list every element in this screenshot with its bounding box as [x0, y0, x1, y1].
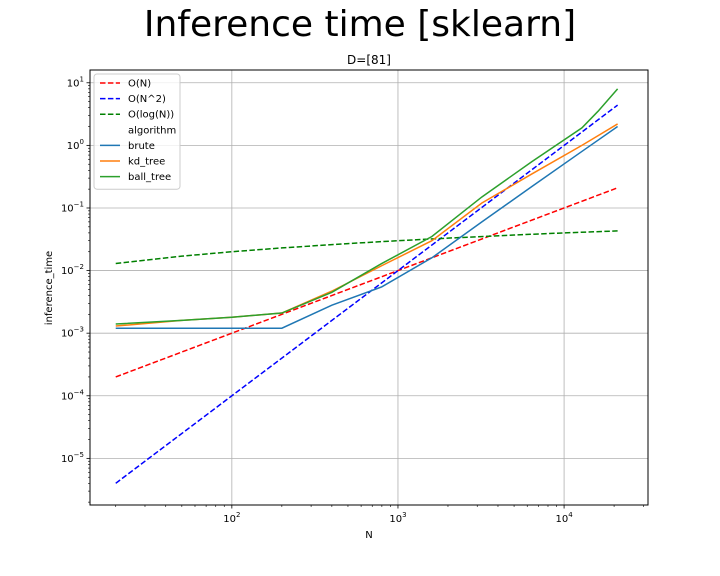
series-line-o-log-n — [115, 230, 618, 265]
y-tick-label: 10−5 — [61, 451, 84, 465]
legend-label: brute — [128, 141, 155, 152]
y-tick-label: 10−4 — [61, 388, 85, 402]
x-axis-label: N — [365, 530, 372, 541]
series-line-ball-tree — [115, 88, 619, 325]
legend-title: algorithm — [128, 125, 176, 136]
y-axis-label: inference_time — [44, 251, 55, 325]
grid-lines — [90, 70, 648, 505]
legend: O(N) O(N^2) O(log(N)) algorithm brute kd_tree… — [93, 73, 181, 190]
y-tick-label: 101 — [67, 75, 84, 89]
legend-label: kd_tree — [128, 157, 165, 168]
legend-label: O(N) — [128, 79, 151, 90]
x-tick-label: 103 — [389, 511, 406, 525]
y-tick-label: 10−1 — [61, 200, 84, 214]
figure-title: Inference time [sklearn] — [143, 4, 577, 45]
series-line-o-n-2 — [115, 104, 619, 484]
x-tick-label: 102 — [223, 511, 240, 525]
legend-label: O(N^2) — [128, 94, 166, 105]
y-tick-label: 100 — [67, 138, 84, 152]
legend-label: ball_tree — [128, 172, 171, 183]
series-line-brute — [115, 125, 619, 329]
y-tick-label: 10−2 — [61, 263, 84, 277]
axes-title: D=[81] — [347, 53, 391, 67]
plot-frame — [89, 69, 649, 506]
legend-label: O(log(N)) — [128, 110, 174, 121]
plot-lines — [115, 88, 619, 484]
series-line-o-n — [115, 187, 618, 378]
x-tick-label: 104 — [555, 511, 573, 525]
y-tick-label: 10−3 — [61, 326, 84, 340]
ticks: 102 103 104 10−5 10−4 10−3 10−2 10−1 100 101 — [61, 75, 644, 525]
